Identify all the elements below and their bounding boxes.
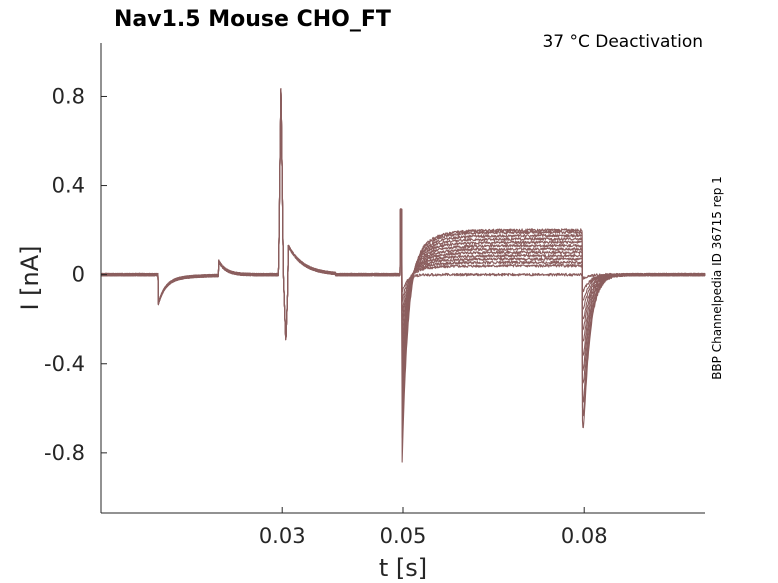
current-trace-series	[100, 89, 706, 340]
chart-title: Nav1.5 Mouse CHO_FT	[114, 7, 391, 32]
x-tick-label: 0.08	[561, 524, 608, 548]
current-trace-series	[100, 88, 706, 341]
y-tick-label: 0	[72, 263, 85, 287]
y-tick-label: 0.8	[52, 84, 85, 108]
y-tick-label: -0.8	[44, 441, 85, 465]
x-axis-ticks: 0.03 0.05 0.08	[259, 507, 608, 548]
y-tick-label: 0.4	[52, 174, 85, 198]
channelpedia-id-label: BBP Channelpedia ID 36715 rep 1	[710, 176, 724, 380]
x-tick-label: 0.05	[380, 524, 427, 548]
y-axis-label: I [nA]	[16, 245, 44, 310]
x-tick-label: 0.03	[259, 524, 306, 548]
x-axis-label: t [s]	[379, 554, 427, 582]
chart-subtitle: 37 °C Deactivation	[542, 32, 703, 52]
y-tick-label: -0.4	[44, 352, 85, 376]
y-axis-ticks: 0.8 0.4 0 -0.4 -0.8	[44, 84, 107, 465]
trace-group	[100, 88, 706, 463]
current-trace-series	[100, 88, 706, 340]
current-trace-series	[100, 88, 706, 339]
current-trace-series	[100, 89, 706, 339]
